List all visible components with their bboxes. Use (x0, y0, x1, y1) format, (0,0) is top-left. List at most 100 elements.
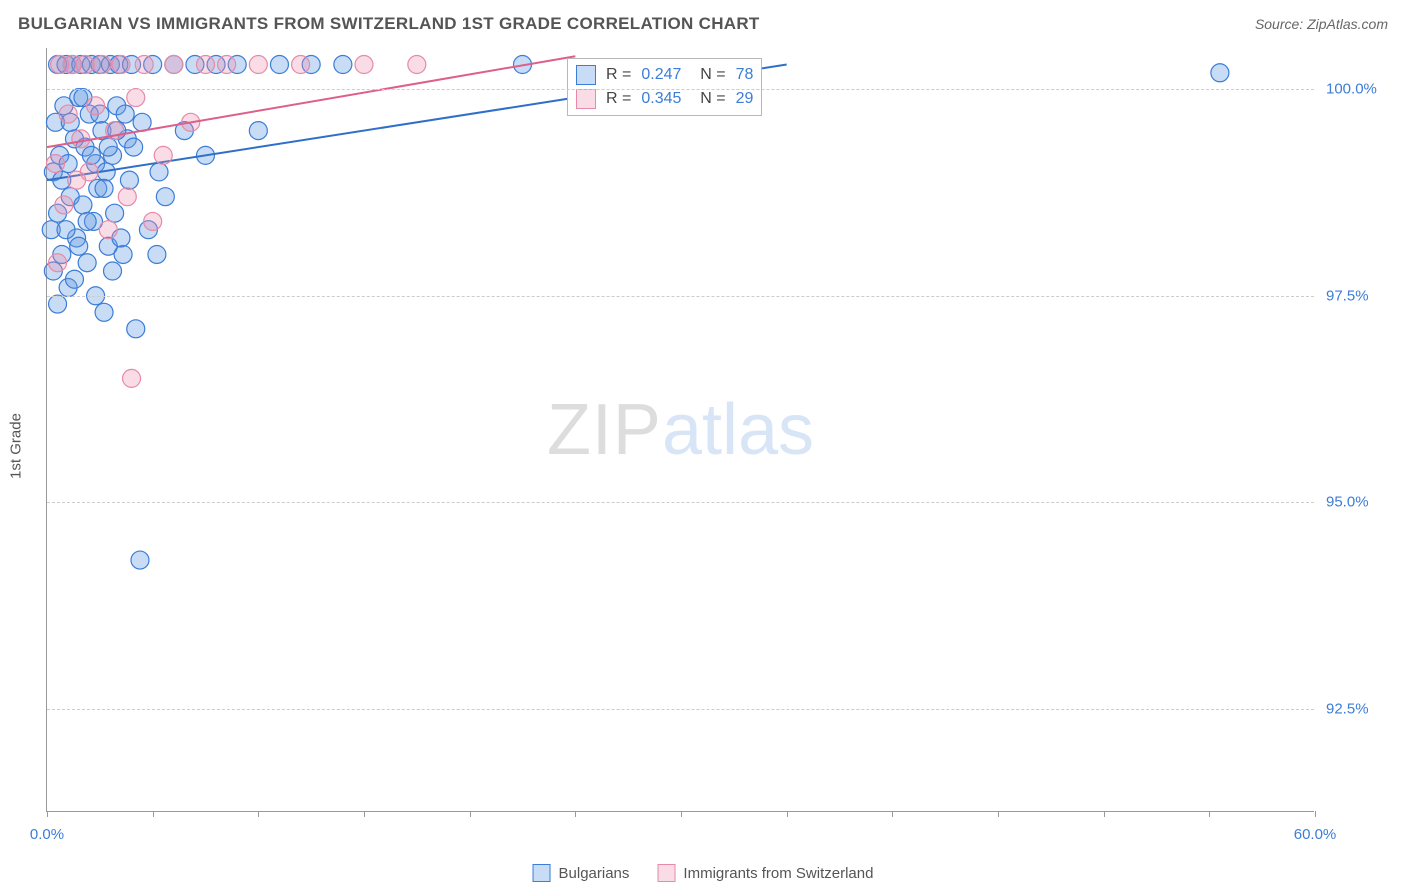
legend-swatch (657, 864, 675, 882)
scatter-point (46, 155, 64, 173)
legend-item: Immigrants from Switzerland (657, 864, 873, 882)
x-tick-mark (1104, 811, 1105, 817)
legend-r-value: 0.345 (641, 90, 681, 108)
scatter-point (95, 179, 113, 197)
x-tick-mark (153, 811, 154, 817)
scatter-point (127, 89, 145, 107)
chart-svg (47, 48, 1314, 811)
gridline-h (47, 709, 1314, 710)
scatter-point (70, 237, 88, 255)
scatter-point (112, 56, 130, 74)
scatter-point (72, 130, 90, 148)
y-tick-label: 97.5% (1326, 287, 1396, 304)
x-tick-mark (364, 811, 365, 817)
scatter-point (65, 270, 83, 288)
scatter-point (59, 105, 77, 123)
gridline-h (47, 502, 1314, 503)
scatter-point (99, 221, 117, 239)
x-tick-mark (47, 811, 48, 817)
scatter-point (78, 212, 96, 230)
chart-title: BULGARIAN VS IMMIGRANTS FROM SWITZERLAND… (18, 14, 760, 34)
scatter-point (123, 369, 141, 387)
legend-label: Immigrants from Switzerland (683, 865, 873, 882)
scatter-point (95, 303, 113, 321)
scatter-point (118, 188, 136, 206)
legend-row: R = 0.247 N = 78 (576, 63, 753, 87)
legend-n-value: 78 (736, 66, 754, 84)
scatter-point (144, 212, 162, 230)
scatter-point (76, 56, 94, 74)
legend-r-value: 0.247 (641, 66, 681, 84)
scatter-point (104, 262, 122, 280)
legend-r-label: R = (606, 90, 631, 108)
scatter-point (165, 56, 183, 74)
scatter-point (148, 245, 166, 263)
scatter-point (131, 551, 149, 569)
scatter-point (197, 56, 215, 74)
scatter-point (114, 245, 132, 263)
scatter-point (135, 56, 153, 74)
x-tick-label: 0.0% (30, 826, 64, 843)
chart-plot-area: ZIPatlas R = 0.247 N = 78R = 0.345 N = 2… (46, 48, 1314, 812)
scatter-point (125, 138, 143, 156)
scatter-point (49, 295, 67, 313)
x-tick-mark (258, 811, 259, 817)
legend-n-value: 29 (736, 90, 754, 108)
scatter-point (120, 171, 138, 189)
x-tick-mark (681, 811, 682, 817)
scatter-point (1211, 64, 1229, 82)
scatter-point (57, 221, 75, 239)
x-tick-mark (1209, 811, 1210, 817)
series-legend: Bulgarians Immigrants from Switzerland (533, 864, 874, 882)
y-tick-label: 100.0% (1326, 81, 1396, 98)
legend-swatch (533, 864, 551, 882)
scatter-point (74, 196, 92, 214)
legend-swatch (576, 65, 596, 85)
scatter-point (150, 163, 168, 181)
legend-n-label: N = (691, 66, 725, 84)
scatter-point (408, 56, 426, 74)
scatter-point (218, 56, 236, 74)
x-tick-mark (470, 811, 471, 817)
scatter-point (93, 56, 111, 74)
x-tick-label: 60.0% (1294, 826, 1337, 843)
scatter-point (127, 320, 145, 338)
scatter-point (292, 56, 310, 74)
x-tick-mark (1315, 811, 1316, 817)
scatter-point (154, 146, 172, 164)
scatter-point (80, 163, 98, 181)
scatter-point (355, 56, 373, 74)
scatter-point (270, 56, 288, 74)
scatter-point (82, 146, 100, 164)
scatter-point (133, 113, 151, 131)
scatter-point (249, 56, 267, 74)
scatter-point (106, 204, 124, 222)
gridline-h (47, 89, 1314, 90)
correlation-legend: R = 0.247 N = 78R = 0.345 N = 29 (567, 58, 762, 116)
scatter-point (99, 138, 117, 156)
legend-n-label: N = (691, 90, 725, 108)
scatter-point (334, 56, 352, 74)
legend-r-label: R = (606, 66, 631, 84)
legend-row: R = 0.345 N = 29 (576, 87, 753, 111)
x-tick-mark (575, 811, 576, 817)
legend-swatch (576, 89, 596, 109)
scatter-point (87, 97, 105, 115)
y-axis-label: 1st Grade (8, 413, 25, 479)
x-tick-mark (998, 811, 999, 817)
scatter-point (156, 188, 174, 206)
legend-item: Bulgarians (533, 864, 630, 882)
gridline-h (47, 296, 1314, 297)
scatter-point (78, 254, 96, 272)
y-tick-label: 92.5% (1326, 700, 1396, 717)
chart-source: Source: ZipAtlas.com (1255, 16, 1388, 32)
chart-header: BULGARIAN VS IMMIGRANTS FROM SWITZERLAND… (18, 14, 1388, 34)
y-tick-label: 95.0% (1326, 494, 1396, 511)
x-tick-mark (892, 811, 893, 817)
scatter-point (49, 254, 67, 272)
scatter-point (249, 122, 267, 140)
legend-label: Bulgarians (559, 865, 630, 882)
scatter-point (55, 196, 73, 214)
x-tick-mark (787, 811, 788, 817)
scatter-point (116, 105, 134, 123)
